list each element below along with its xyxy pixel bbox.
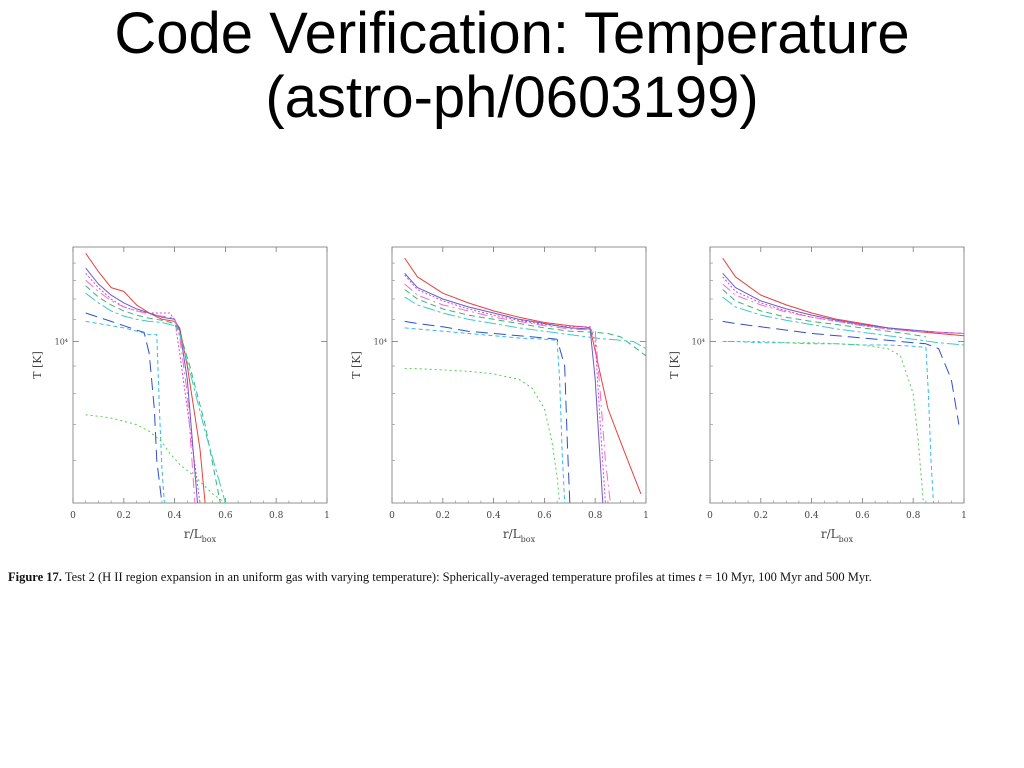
series-line-6	[85, 292, 226, 503]
series-line-2	[722, 276, 964, 334]
series-group	[722, 257, 964, 503]
x-tick-label: 0.4	[167, 511, 182, 521]
series-group	[85, 253, 226, 503]
series-group	[404, 257, 646, 503]
x-tick-label: 0.6	[855, 511, 870, 521]
figure-caption-text-2: = 10 Myr, 100 Myr and 500 Myr.	[701, 570, 872, 584]
series-line-9	[404, 368, 561, 503]
series-line-3	[722, 272, 964, 334]
x-tick-label: 0.2	[436, 511, 450, 521]
x-axis-label-sub: box	[202, 535, 217, 544]
x-axis-label-main: r/L	[184, 527, 202, 541]
x-tick-label: 0.2	[754, 511, 768, 521]
series-line-6	[404, 296, 646, 350]
x-tick-label: 0	[707, 511, 713, 521]
x-tick-label: 0	[389, 511, 395, 521]
series-line-7	[722, 320, 960, 425]
series-line-4	[722, 283, 964, 334]
series-line-5	[722, 289, 926, 338]
x-tick-label: 0.4	[804, 511, 819, 521]
series-line-4	[85, 279, 196, 503]
series-line-7	[404, 320, 571, 503]
x-tick-label: 0.8	[588, 511, 603, 521]
x-tick-label: 0.6	[218, 511, 233, 521]
x-tick-label: 0.2	[117, 511, 131, 521]
x-axis-label-main: r/L	[821, 527, 839, 541]
x-axis-label-sub: box	[521, 535, 536, 544]
x-tick-label: 1	[961, 511, 967, 521]
x-tick-label: 1	[643, 511, 649, 521]
y-axis-label: T [K]	[668, 351, 681, 379]
series-line-1	[404, 257, 642, 495]
temperature-profile-chart-2: 0 0.2 0.4 0.6 0.8 1 10⁴ T [K] r/Lbox	[350, 246, 649, 544]
y-axis-label: T [K]	[350, 351, 363, 379]
series-line-9	[722, 341, 924, 503]
x-tick-label: 0.6	[537, 511, 552, 521]
figure-caption: Figure 17. Test 2 (H II region expansion…	[8, 568, 1018, 586]
x-tick-label: 0	[70, 511, 76, 521]
x-axis-label-main: r/L	[503, 527, 521, 541]
slide-title-line-1: Code Verification: Temperature	[114, 1, 910, 66]
x-axis-label: r/Lbox	[821, 527, 854, 544]
x-tick-label: 0.8	[269, 511, 284, 521]
series-line-3	[404, 272, 604, 503]
series-line-4	[404, 283, 611, 503]
figure-caption-label: Figure 17.	[8, 570, 62, 584]
temperature-profile-chart-1: 0 0.2 0.4 0.6 0.8 1 10⁴ T [K] r/Lbox	[31, 246, 330, 544]
x-axis-label: r/Lbox	[503, 527, 536, 544]
x-tick-label: 0.8	[906, 511, 921, 521]
series-line-2	[404, 274, 606, 503]
series-line-9	[85, 414, 226, 503]
figure-caption-math-var: t	[698, 570, 702, 584]
series-line-1	[722, 257, 964, 337]
y-tick-label: 10⁴	[55, 337, 68, 346]
x-tick-label: 0.4	[486, 511, 501, 521]
y-tick-label: 10⁴	[374, 337, 387, 346]
x-axis-label-sub: box	[839, 535, 854, 544]
series-line-5	[85, 285, 221, 503]
series-line-8	[722, 341, 934, 503]
y-axis-label: T [K]	[31, 351, 44, 379]
slide-title: Code Verification: Temperature (astro-ph…	[0, 0, 1024, 130]
series-line-2	[85, 272, 201, 503]
plot-frame	[72, 246, 328, 504]
temperature-profile-chart-3: 0 0.2 0.4 0.6 0.8 1 10⁴ T [K] r/Lbox	[668, 246, 967, 544]
series-line-3	[85, 267, 198, 503]
series-line-5	[404, 289, 646, 357]
slide-title-line-2: (astro-ph/0603199)	[265, 65, 759, 130]
figure-caption-text-1: Test 2 (H II region expansion in an unif…	[61, 570, 699, 584]
y-tick-label: 10⁴	[692, 337, 705, 346]
chart-panel-3: 0 0.2 0.4 0.6 0.8 1 10⁴ T [K] r/Lbox	[667, 238, 967, 548]
series-line-1	[85, 253, 206, 503]
x-tick-label: 1	[324, 511, 330, 521]
series-line-8	[85, 320, 165, 503]
series-line-8	[404, 327, 566, 503]
chart-panel-1: 0 0.2 0.4 0.6 0.8 1 10⁴ T [K] r/Lbox	[30, 238, 330, 548]
series-line-7	[85, 312, 163, 503]
x-axis-label: r/Lbox	[184, 527, 217, 544]
chart-panel-2: 0 0.2 0.4 0.6 0.8 1 10⁴ T [K] r/Lbox	[349, 238, 649, 548]
series-line-6	[722, 296, 964, 346]
